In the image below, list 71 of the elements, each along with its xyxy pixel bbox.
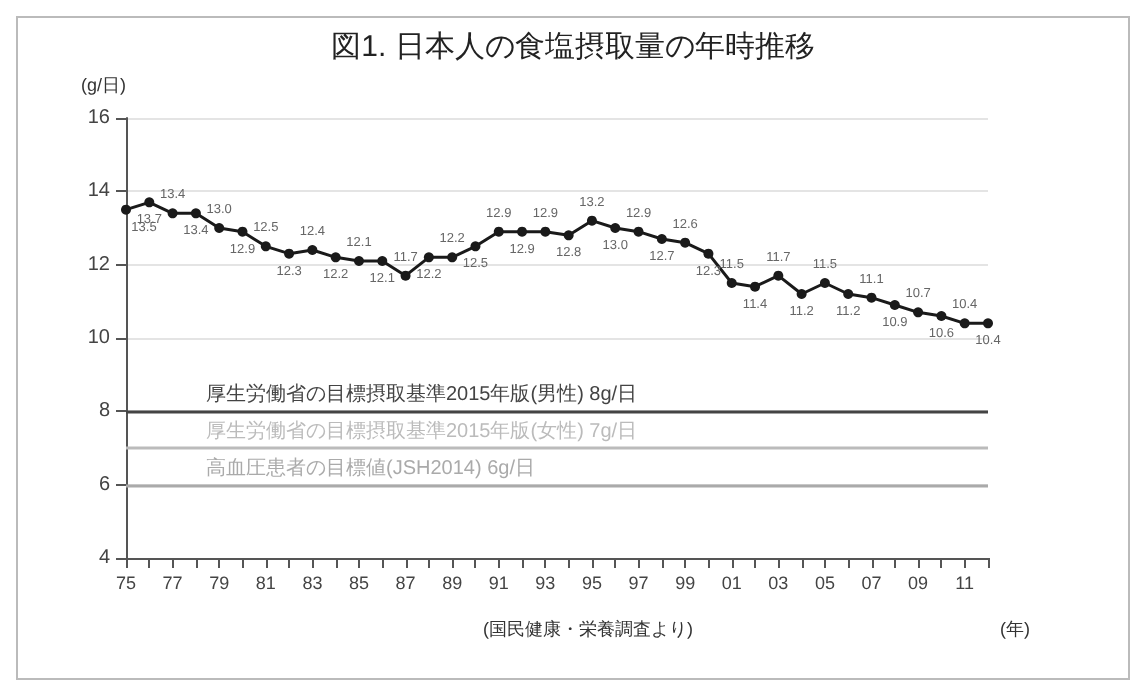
point: [493, 226, 504, 237]
point: [167, 208, 178, 219]
point: [773, 270, 784, 281]
x-tick-label: 81: [255, 573, 276, 593]
point: [959, 318, 970, 329]
ref-line-label: 厚生労働省の目標摂取基準2015年版(女性) 7g/日: [206, 419, 638, 443]
x-tick-label: 09: [908, 573, 929, 593]
point: [750, 281, 761, 292]
point: [447, 252, 458, 263]
x-tick-label: 03: [768, 573, 789, 593]
point: [190, 208, 201, 219]
x-tick-label: 79: [209, 573, 230, 593]
point: [260, 241, 271, 252]
point: [983, 318, 993, 329]
x-tick-label: 05: [814, 573, 835, 593]
x-tick-label: 95: [581, 573, 602, 593]
point: [563, 230, 574, 241]
point: [307, 245, 318, 255]
x-tick-label: 87: [395, 573, 416, 593]
chart-title: 図1. 日本人の食塩摂取量の年時推移: [331, 30, 815, 64]
point: [726, 278, 737, 288]
point: [796, 289, 807, 299]
text: (国民健康・栄養調査より): [483, 619, 693, 639]
x-tick-label: 85: [348, 573, 369, 593]
y-tick-label: 4: [98, 547, 111, 569]
x-tick-label: 89: [442, 573, 463, 593]
x-tick-label: 07: [861, 573, 882, 593]
x-tick-label: 75: [115, 573, 137, 593]
text: (年): [1000, 619, 1030, 639]
point: [586, 215, 597, 226]
point: [353, 256, 364, 266]
point: [819, 278, 830, 288]
y-tick-label: 8: [98, 400, 111, 423]
point: [913, 307, 924, 318]
y-tick-label: 10: [87, 327, 111, 349]
x-tick-label: 97: [628, 573, 649, 593]
point: [936, 311, 947, 321]
point: [843, 289, 854, 299]
point: [121, 204, 131, 215]
point: [214, 223, 225, 233]
point: [284, 248, 295, 259]
point: [400, 270, 411, 281]
y-axis-title: (g/日): [81, 75, 127, 95]
ref-line-label: 高血圧患者の目標値(JSH2014) 6g/日: [206, 455, 535, 480]
point: [423, 252, 434, 263]
y-tick-label: 16: [87, 107, 111, 129]
x-tick-label: 11: [955, 573, 975, 593]
y-tick-label: 14: [87, 180, 111, 203]
x-tick-label: 83: [302, 573, 323, 593]
point: [470, 241, 481, 252]
point: [610, 223, 621, 233]
point: [633, 226, 644, 237]
y-tick-label: 6: [98, 473, 111, 496]
point: [540, 226, 551, 237]
point: [330, 252, 341, 263]
point: [237, 226, 248, 237]
point: [144, 197, 155, 208]
point: [680, 237, 691, 248]
ref-line-label: 厚生労働省の目標摂取基準2015年版(男性) 8g/日: [206, 382, 638, 407]
x-tick-label: 77: [162, 573, 183, 593]
y-tick-label: 12: [87, 253, 111, 276]
point: [517, 226, 528, 237]
x-tick-label: 91: [488, 573, 509, 593]
point: [889, 300, 900, 310]
point: [866, 292, 877, 303]
point: [377, 256, 388, 266]
x-tick-label: 93: [535, 573, 556, 593]
point: [656, 234, 667, 244]
x-tick-label: 01: [721, 573, 742, 593]
point: [703, 248, 714, 259]
x-tick-label: 99: [675, 573, 696, 593]
